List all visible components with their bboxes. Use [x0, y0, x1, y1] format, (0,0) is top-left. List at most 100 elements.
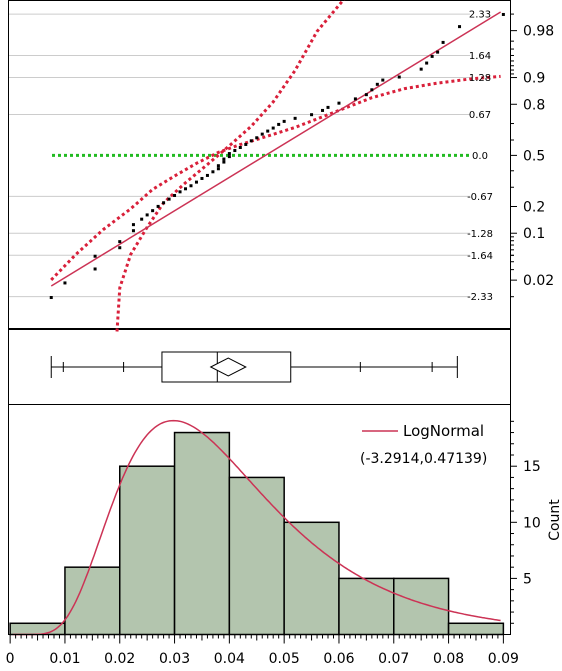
probability-tick-label: 0.8: [523, 97, 545, 113]
quantile-point: [156, 204, 160, 208]
quantile-point: [310, 113, 314, 117]
quantile-point: [266, 129, 270, 133]
quantile-point: [118, 246, 122, 250]
quantile-plot-z-labels: 2.33 1.64 1.28 0.67 0.0 -0.67 -1.28 -1.64 -2.33: [467, 10, 493, 304]
quantile-point: [145, 213, 149, 217]
quantile-point: [321, 108, 325, 112]
quantile-plot-fit-line: [50, 11, 502, 287]
quantile-point: [227, 155, 231, 159]
probability-tick-label: 0.98: [523, 24, 554, 40]
x-tick-label: 0.03: [159, 651, 190, 667]
quantile-point: [222, 160, 226, 164]
quantile-plot-points: [49, 12, 505, 300]
x-tick-label: 0.01: [49, 651, 80, 667]
histogram-bar: [119, 465, 176, 636]
x-tick-label: 0.07: [378, 651, 409, 667]
x-tick-label: 0.06: [323, 651, 354, 667]
probability-tick-label: 0.5: [523, 148, 545, 164]
quantile-point: [233, 149, 237, 153]
quantile-plot-probability-axis: 0.02 0.1 0.2 0.5 0.8 0.9 0.98: [510, 0, 554, 329]
count-tick-label: 15: [523, 459, 541, 475]
z-label: 0.0: [472, 151, 488, 162]
histogram-bars: [9, 431, 505, 636]
probability-tick-label: 0.1: [523, 226, 545, 242]
quantile-point: [131, 223, 135, 227]
quantile-point: [184, 187, 188, 191]
lognormal-curve: [12, 419, 501, 636]
quantile-point: [222, 157, 226, 161]
histogram-bar: [173, 431, 231, 636]
histogram-bar: [228, 476, 285, 636]
quantile-point: [49, 296, 53, 300]
quantile-point: [162, 201, 166, 205]
x-tick-label: 0: [6, 651, 15, 667]
quantile-point: [118, 240, 122, 244]
z-label: 2.33: [469, 10, 491, 21]
z-label: -1.28: [467, 229, 493, 240]
quantile-point: [370, 88, 374, 92]
quantile-point: [501, 12, 505, 16]
quantile-point: [238, 145, 242, 149]
probability-tick-label: 0.9: [523, 71, 545, 87]
count-tick-label: 5: [523, 571, 532, 587]
quantile-point: [93, 254, 97, 258]
z-label: -2.33: [467, 292, 493, 303]
quantile-point: [167, 197, 171, 201]
quantile-plot-frame: [8, 0, 511, 329]
x-tick-label: 0.08: [433, 651, 464, 667]
histogram-count-axis: 5 10 15 Count: [510, 404, 562, 635]
count-tick-label: 10: [523, 515, 541, 531]
x-tick-label: 0.05: [269, 651, 300, 667]
confidence-band-upper: [115, 0, 346, 332]
quantile-point: [353, 97, 357, 101]
quantile-point: [441, 40, 445, 44]
z-label: -1.64: [467, 251, 493, 262]
quantile-point: [425, 61, 429, 65]
quantile-point: [255, 136, 259, 140]
quantile-point: [140, 217, 144, 221]
histogram-bar: [283, 521, 340, 636]
quantile-point: [436, 50, 440, 54]
histogram-bar: [338, 577, 395, 636]
x-tick-label: 0.09: [488, 651, 519, 667]
quantile-point: [194, 180, 198, 184]
fit-line: [50, 11, 502, 287]
quantile-point: [151, 209, 155, 213]
histogram-x-axis: 0 0.01 0.02 0.03 0.04 0.05 0.06 0.07 0.08 0.09: [6, 634, 519, 667]
histogram-bar: [393, 577, 450, 636]
z-label: 1.64: [469, 51, 491, 62]
quantile-point: [458, 25, 462, 29]
legend-params: (-3.2914,0.47139): [360, 451, 487, 467]
quantile-point: [93, 267, 97, 271]
quantile-point: [227, 152, 231, 156]
z-label: 0.67: [469, 110, 491, 121]
confidence-band-lower: [50, 74, 501, 281]
box-mean-diamond: [209, 357, 247, 377]
quantile-point: [178, 190, 182, 194]
x-tick-label: 0.02: [104, 651, 135, 667]
x-tick-label: 0.04: [214, 651, 245, 667]
quantile-point: [63, 281, 67, 285]
quantile-point: [211, 170, 215, 174]
quantile-point: [131, 229, 135, 233]
quantile-point: [397, 75, 401, 79]
quantile-point: [419, 67, 423, 71]
quantile-plot-confidence-band: [50, 0, 501, 332]
quantile-point: [200, 176, 204, 180]
probability-tick-label: 0.02: [523, 273, 554, 289]
quantile-point: [173, 193, 177, 197]
quantile-point: [260, 132, 264, 136]
histogram-legend: LogNormal (-3.2914,0.47139): [360, 422, 487, 467]
histogram-bar: [64, 566, 121, 636]
quantile-point: [244, 142, 248, 146]
quantile-point: [430, 54, 434, 58]
legend-label: LogNormal: [403, 422, 484, 440]
count-axis-title: Count: [547, 499, 562, 541]
histogram-density-curve: [12, 419, 501, 636]
quantile-point: [271, 126, 275, 130]
quantile-point: [216, 164, 220, 168]
z-label: 1.28: [469, 73, 491, 84]
quantile-point: [189, 184, 193, 188]
quantile-point: [337, 101, 341, 105]
